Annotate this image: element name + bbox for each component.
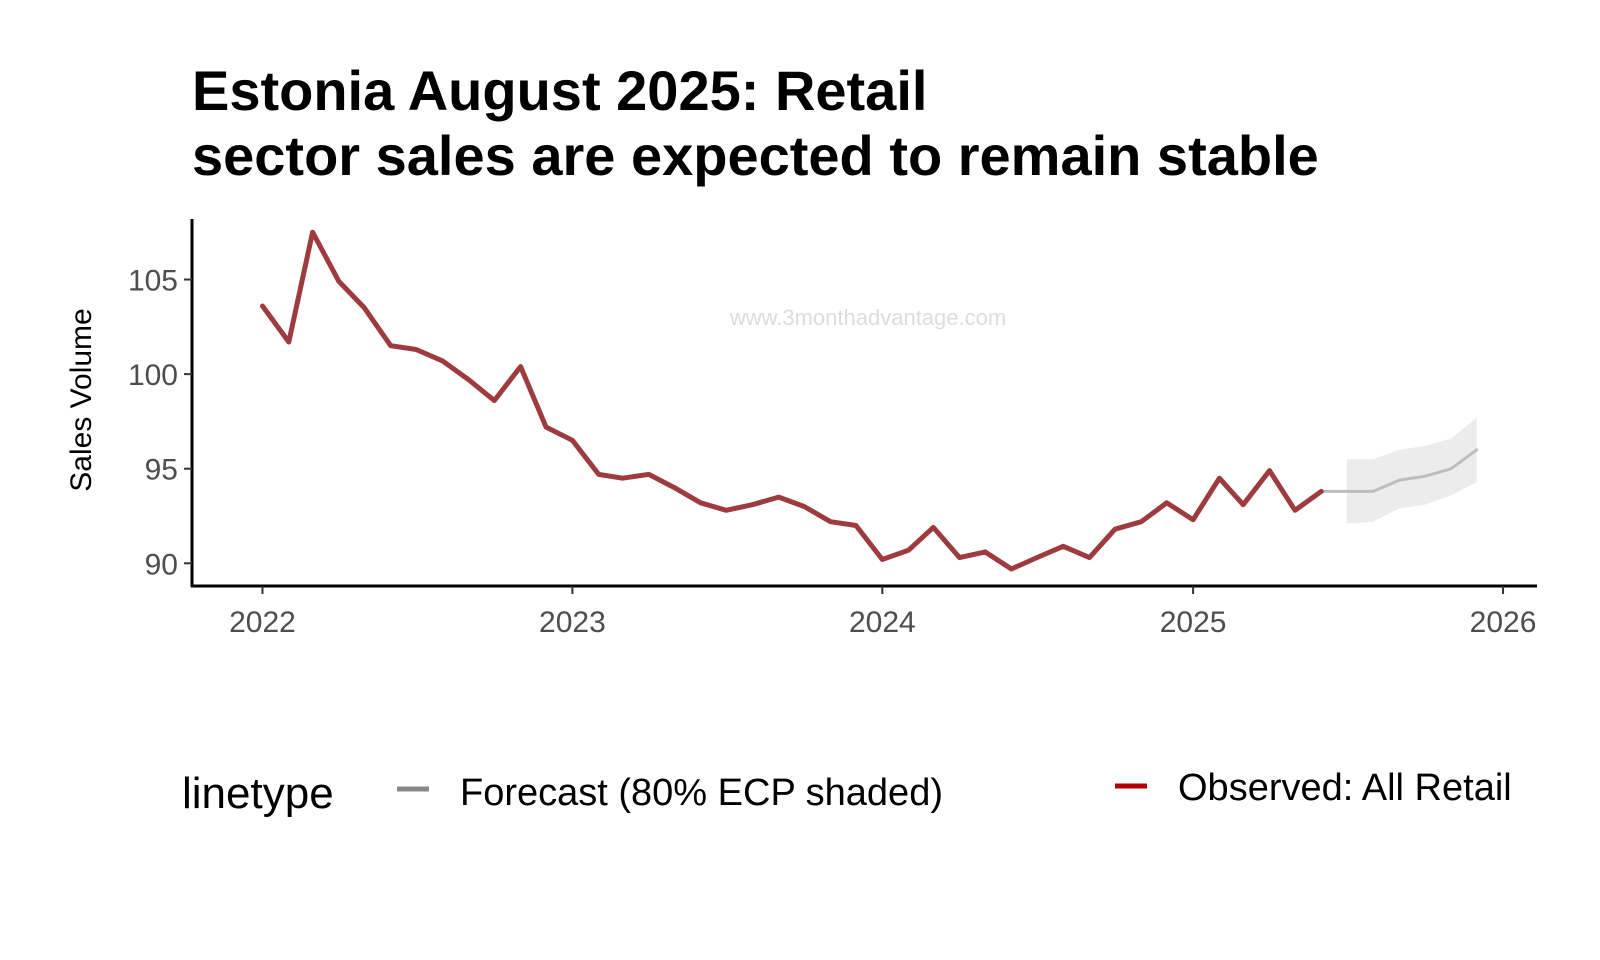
forecast-data-point bbox=[1345, 489, 1349, 493]
x-tick-label: 2023 bbox=[539, 606, 606, 639]
observed-data-point bbox=[1139, 520, 1143, 524]
observed-data-point bbox=[1009, 567, 1013, 571]
observed-data-point bbox=[519, 365, 523, 369]
legend-label-forecast: Forecast (80% ECP shaded) bbox=[460, 772, 943, 814]
observed-data-point bbox=[983, 550, 987, 554]
chart-title-line-1: Estonia August 2025: Retail bbox=[192, 59, 927, 122]
observed-data-point bbox=[492, 399, 496, 403]
y-tick-label: 90 bbox=[145, 548, 178, 581]
observed-series-line bbox=[260, 229, 1324, 572]
y-tick-label: 100 bbox=[128, 359, 178, 392]
observed-data-point bbox=[1061, 544, 1065, 548]
observed-data-point bbox=[880, 558, 884, 562]
observed-data-point bbox=[597, 472, 601, 476]
observed-data-point bbox=[287, 340, 291, 344]
x-tick-label: 2025 bbox=[1160, 606, 1227, 639]
forecast-data-point bbox=[1475, 448, 1479, 452]
y-tick-label: 105 bbox=[128, 265, 178, 298]
observed-data-point bbox=[1268, 469, 1272, 473]
observed-data-point bbox=[389, 344, 393, 348]
forecast-data-point bbox=[1423, 474, 1427, 478]
forecast-data-point bbox=[1397, 478, 1401, 482]
observed-data-point bbox=[1293, 508, 1297, 512]
observed-data-point bbox=[672, 486, 676, 490]
forecast-band-layer bbox=[1346, 417, 1477, 524]
forecast-data-point bbox=[1449, 467, 1453, 471]
legend-label-observed: Observed: All Retail bbox=[1178, 767, 1512, 809]
observed-data-point bbox=[931, 525, 935, 529]
observed-data-point bbox=[724, 508, 728, 512]
x-tick-label: 2022 bbox=[229, 606, 296, 639]
forecast-data-point bbox=[1371, 489, 1375, 493]
forecast-ecp-band bbox=[1346, 417, 1477, 524]
legend-title: linetype bbox=[182, 769, 334, 818]
observed-data-point bbox=[958, 556, 962, 560]
x-axis-ticks: 2022 2023 2024 2025 2026 bbox=[229, 586, 1536, 639]
y-axis-ticks: 90 95 100 105 bbox=[128, 265, 192, 581]
observed-data-point bbox=[337, 279, 341, 283]
legend: linetype Forecast (80% ECP shaded) Obser… bbox=[182, 767, 1512, 818]
observed-data-point bbox=[311, 230, 315, 234]
observed-data-point bbox=[1241, 503, 1245, 507]
observed-data-point bbox=[829, 520, 833, 524]
observed-data-point bbox=[777, 495, 781, 499]
observed-data-point bbox=[570, 438, 574, 442]
watermark: www.3monthadvantage.com bbox=[729, 305, 1006, 330]
observed-data-point bbox=[647, 472, 651, 476]
observed-data-point bbox=[1319, 489, 1323, 493]
observed-data-point bbox=[854, 524, 858, 528]
y-tick-label: 95 bbox=[145, 454, 178, 487]
observed-data-point bbox=[1088, 556, 1092, 560]
x-tick-label: 2024 bbox=[849, 606, 916, 639]
forecast-series-line bbox=[1319, 448, 1479, 493]
observed-data-point bbox=[802, 505, 806, 509]
observed-data-point bbox=[1217, 476, 1221, 480]
observed-data-point bbox=[1035, 556, 1039, 560]
chart-title-line-2: sector sales are expected to remain stab… bbox=[192, 124, 1319, 187]
series-layer bbox=[260, 229, 1479, 572]
y-axis-title: Sales Volume bbox=[65, 308, 98, 491]
observed-data-point bbox=[544, 425, 548, 429]
observed-data-point bbox=[1113, 527, 1117, 531]
observed-data-point bbox=[261, 304, 265, 308]
observed-data-point bbox=[750, 503, 754, 507]
observed-data-point bbox=[414, 348, 418, 352]
observed-data-point bbox=[467, 378, 471, 382]
observed-data-point bbox=[441, 359, 445, 363]
observed-data-point bbox=[907, 548, 911, 552]
observed-data-point bbox=[1191, 518, 1195, 522]
x-tick-label: 2026 bbox=[1470, 606, 1537, 639]
observed-data-point bbox=[362, 306, 366, 310]
observed-data-point bbox=[1165, 501, 1169, 505]
observed-data-point bbox=[699, 501, 703, 505]
observed-data-point bbox=[621, 476, 625, 480]
